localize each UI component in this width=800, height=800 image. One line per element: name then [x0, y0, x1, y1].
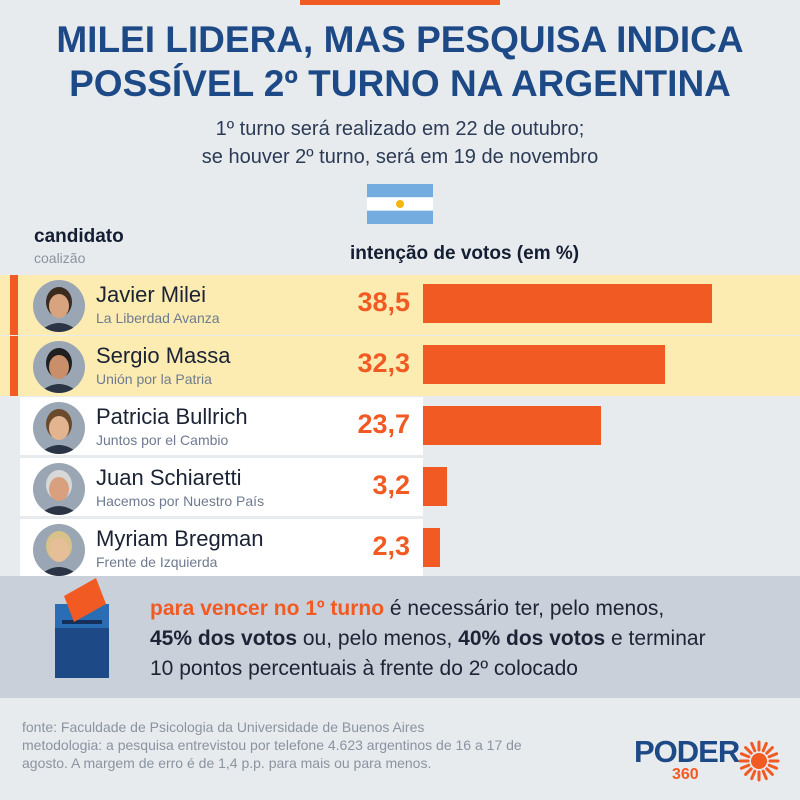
avatar — [33, 341, 85, 393]
info-bold-1: 45% dos votos — [150, 627, 298, 650]
avatar — [33, 524, 85, 576]
ballot-box-icon — [55, 578, 109, 678]
candidate-row: Patricia Bullrich Juntos por el Cambio 23,… — [0, 397, 800, 457]
source-line-2: metodologia: a pesquisa entrevistou por … — [22, 737, 522, 771]
candidate-card — [20, 397, 423, 455]
bar — [423, 467, 447, 506]
candidate-name: Sergio Massa — [96, 343, 231, 368]
page-title: MILEI LIDERA, MAS PESQUISA INDICA POSSÍV… — [0, 18, 800, 106]
candidate-row: Juan Schiaretti Hacemos por Nuestro País 3… — [0, 458, 800, 518]
info-part-1: é necessário ter, pelo menos, — [384, 597, 665, 620]
value-label: 3,2 — [372, 470, 410, 500]
subtitle-line-1: 1º turno será realizado em 22 de outubro… — [215, 118, 585, 140]
poder360-logo: PODER 360 — [634, 736, 784, 790]
info-line-1: para vencer no 1º turno é necessário ter… — [150, 594, 790, 624]
candidate-row: Myriam Bregman Frente de Izquierda 2,3 — [0, 519, 800, 579]
candidate-row: Javier Milei La Liberdad Avanza 38,5 — [0, 275, 800, 335]
candidate-coalition: Frente de Izquierda — [96, 554, 218, 570]
candidate-card — [20, 519, 423, 577]
bar — [423, 528, 440, 567]
info-line-2: 45% dos votos ou, pelo menos, 40% dos vo… — [150, 624, 790, 654]
candidate-name: Patricia Bullrich — [96, 404, 248, 429]
column-header-votes: intenção de votos (em %) — [350, 243, 580, 264]
avatar — [33, 463, 85, 515]
highlight-accent — [10, 336, 18, 396]
title-line-1: MILEI LIDERA, MAS PESQUISA INDICA — [56, 19, 744, 60]
highlight-accent — [10, 275, 18, 335]
info-part-3: e terminar — [605, 627, 706, 650]
highlight-band — [0, 336, 800, 396]
source-line-1: fonte: Faculdade de Psicologia da Univer… — [22, 719, 425, 735]
candidate-coalition: Unión por la Patria — [96, 371, 212, 387]
sun-icon — [738, 740, 780, 782]
candidate-coalition: La Liberdad Avanza — [96, 310, 220, 326]
candidate-name: Javier Milei — [96, 282, 207, 307]
top-accent-bar — [300, 0, 500, 5]
bar — [423, 345, 665, 384]
candidate-name: Myriam Bregman — [96, 526, 264, 551]
column-header-candidate: candidato — [34, 226, 124, 247]
info-part-2: ou, pelo menos, — [297, 627, 459, 650]
value-label: 2,3 — [372, 531, 410, 561]
info-lead: para vencer no 1º turno — [150, 597, 385, 620]
value-label: 23,7 — [357, 409, 410, 439]
info-line-3: 10 pontos percentuais à frente do 2º col… — [150, 657, 578, 680]
logo-number: 360 — [672, 766, 699, 783]
avatar — [33, 402, 85, 454]
bar — [423, 406, 601, 445]
title-line-2: POSSÍVEL 2º TURNO NA ARGENTINA — [69, 63, 731, 104]
value-label: 32,3 — [357, 348, 410, 378]
candidate-name: Juan Schiaretti — [96, 465, 242, 490]
bar — [423, 284, 712, 323]
candidate-coalition: Hacemos por Nuestro País — [96, 493, 265, 509]
subtitle: 1º turno será realizado em 22 de outubro… — [0, 115, 800, 171]
source-note: fonte: Faculdade de Psicologia da Univer… — [22, 718, 562, 772]
info-panel: para vencer no 1º turno é necessário ter… — [0, 576, 800, 698]
logo-word: PODER — [634, 734, 740, 769]
argentina-flag-icon — [367, 184, 433, 224]
candidate-row: Sergio Massa Unión por la Patria 32,3 — [0, 336, 800, 396]
avatar — [33, 280, 85, 332]
column-header-coalition: coalizão — [34, 250, 86, 266]
candidate-card — [20, 458, 423, 516]
info-bold-2: 40% dos votos — [458, 627, 606, 650]
value-label: 38,5 — [357, 287, 410, 317]
subtitle-line-2: se houver 2º turno, será em 19 de novemb… — [201, 146, 599, 168]
info-text: para vencer no 1º turno é necessário ter… — [150, 594, 790, 684]
candidate-coalition: Juntos por el Cambio — [96, 432, 229, 448]
